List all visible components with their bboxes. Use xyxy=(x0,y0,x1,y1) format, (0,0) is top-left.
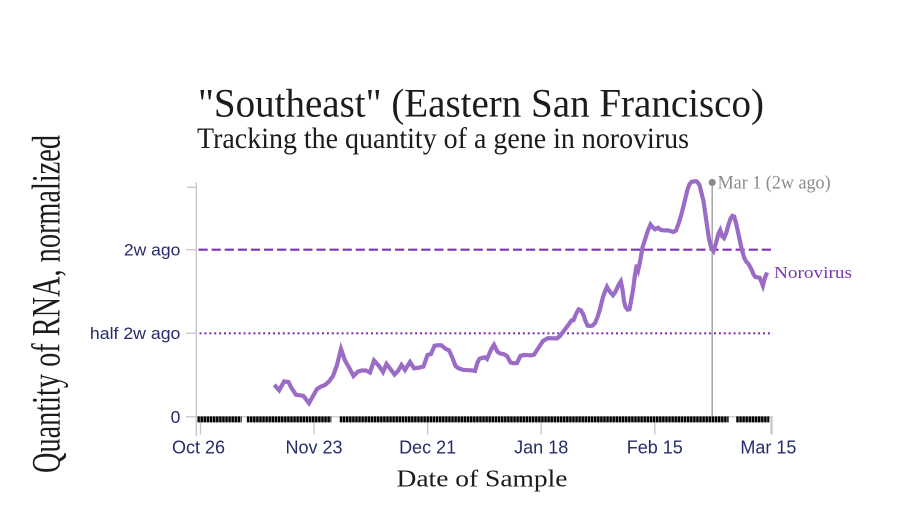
svg-text:Feb 15: Feb 15 xyxy=(627,437,683,457)
svg-text:Mar 1 (2w ago): Mar 1 (2w ago) xyxy=(718,174,831,194)
svg-text:half 2w ago: half 2w ago xyxy=(90,324,181,343)
svg-text:Mar 15: Mar 15 xyxy=(740,437,796,457)
svg-text:Dec 21: Dec 21 xyxy=(399,437,456,457)
svg-text:Quantity of RNA, normalized: Quantity of RNA, normalized xyxy=(24,135,69,473)
svg-text:2w ago: 2w ago xyxy=(124,240,181,259)
svg-text:Nov 23: Nov 23 xyxy=(285,437,342,457)
svg-text:Norovirus: Norovirus xyxy=(774,263,852,282)
svg-text:Tracking the quantity of a gen: Tracking the quantity of a gene in norov… xyxy=(197,122,689,155)
svg-text:0: 0 xyxy=(171,407,181,427)
svg-text:Jan 18: Jan 18 xyxy=(514,437,568,457)
svg-text:Date of Sample: Date of Sample xyxy=(397,465,568,492)
svg-text:"Southeast" (Eastern San Franc: "Southeast" (Eastern San Francisco) xyxy=(198,81,764,126)
svg-text:Oct 26: Oct 26 xyxy=(172,437,225,457)
